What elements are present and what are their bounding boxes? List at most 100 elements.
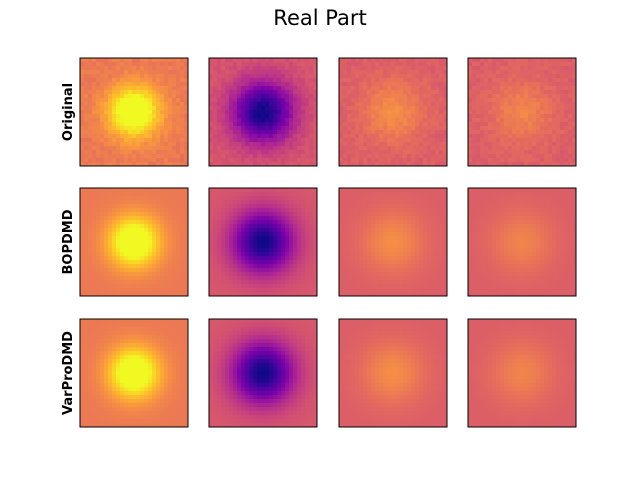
heatmap-cell (140, 224, 145, 229)
heatmap-cell (293, 188, 298, 193)
heatmap-cell (221, 126, 226, 131)
heatmap-cell (407, 248, 412, 253)
heatmap-cell (144, 110, 149, 115)
heatmap-cell (391, 142, 396, 147)
heatmap-cell (277, 188, 282, 193)
heatmap-cell (261, 204, 266, 209)
heatmap-cell (176, 162, 181, 167)
heatmap-cell (564, 66, 569, 71)
heatmap-cell (180, 98, 185, 103)
heatmap-cell (313, 264, 318, 269)
heatmap-cell (297, 260, 302, 265)
heatmap-cell (92, 224, 97, 229)
heatmap-cell (375, 228, 380, 233)
heatmap-cell (144, 244, 149, 249)
heatmap-cell (313, 204, 318, 209)
heatmap-cell (144, 264, 149, 269)
heatmap-cell (343, 146, 348, 151)
heatmap-cell (367, 228, 372, 233)
heatmap-cell (379, 220, 384, 225)
heatmap-cell (419, 62, 424, 67)
heatmap-cell (184, 276, 189, 281)
heatmap-cell (532, 114, 537, 119)
heatmap-cell (383, 212, 388, 217)
heatmap-cell (415, 110, 420, 115)
heatmap-cell (407, 134, 412, 139)
heatmap-cell (148, 204, 153, 209)
heatmap-cell (172, 146, 177, 151)
heatmap-cell (265, 228, 270, 233)
heatmap-cell (172, 150, 177, 155)
heatmap-cell (277, 74, 282, 79)
heatmap-cell (140, 62, 145, 67)
heatmap-cell (391, 94, 396, 99)
heatmap-cell (124, 90, 129, 95)
heatmap-cell (423, 280, 428, 285)
heatmap-cell (431, 102, 436, 107)
heatmap-cell (564, 62, 569, 67)
heatmap-cell (120, 200, 125, 205)
heatmap-cell (160, 220, 165, 225)
heatmap-cell (148, 134, 153, 139)
heatmap-cell (309, 134, 314, 139)
heatmap-cell (92, 208, 97, 213)
heatmap-cell (313, 154, 318, 159)
heatmap-cell (313, 146, 318, 151)
heatmap-cell (265, 162, 270, 167)
heatmap-cell (277, 66, 282, 71)
heatmap-cell (265, 114, 270, 119)
heatmap-cell (229, 188, 234, 193)
heatmap-cell (399, 130, 404, 135)
heatmap-cell (217, 74, 222, 79)
heatmap-cell (217, 292, 222, 297)
heatmap-cell (492, 94, 497, 99)
heatmap-cell (309, 240, 314, 245)
heatmap-cell (144, 126, 149, 131)
heatmap-cell (92, 58, 97, 63)
heatmap-cell (520, 114, 525, 119)
heatmap-cell (241, 212, 246, 217)
heatmap-cell (375, 192, 380, 197)
heatmap-cell (297, 272, 302, 277)
heatmap-cell (104, 260, 109, 265)
heatmap-cell (528, 74, 533, 79)
heatmap-cell (152, 66, 157, 71)
heatmap-cell (225, 90, 230, 95)
heatmap-cell (100, 288, 105, 293)
heatmap-cell (80, 122, 85, 127)
heatmap-cell (168, 236, 173, 241)
heatmap-cell (355, 66, 360, 71)
heatmap-cell (297, 126, 302, 131)
heatmap-cell (148, 192, 153, 197)
heatmap-cell (423, 154, 428, 159)
heatmap-cell (136, 70, 141, 75)
heatmap-cell (213, 292, 218, 297)
heatmap-cell (313, 122, 318, 127)
heatmap-cell (281, 114, 286, 119)
heatmap-cell (427, 204, 432, 209)
heatmap-cell (415, 244, 420, 249)
heatmap-cell (84, 280, 89, 285)
heatmap-cell (540, 70, 545, 75)
heatmap-cell (120, 196, 125, 201)
heatmap-cell (419, 196, 424, 201)
heatmap-cell (363, 150, 368, 155)
heatmap-cell (351, 192, 356, 197)
heatmap-cell (140, 252, 145, 257)
heatmap-cell (508, 162, 513, 167)
heatmap-cell (241, 98, 246, 103)
heatmap-cell (277, 114, 282, 119)
heatmap-cell (492, 86, 497, 91)
heatmap-cell (395, 248, 400, 253)
heatmap-cell (415, 192, 420, 197)
heatmap-cell (172, 216, 177, 221)
heatmap-cell (395, 236, 400, 241)
heatmap-cell (80, 66, 85, 71)
heatmap-cell (148, 248, 153, 253)
heatmap-cell (301, 260, 306, 265)
heatmap-cell (148, 188, 153, 193)
heatmap-cell (476, 158, 481, 163)
heatmap-cell (387, 200, 392, 205)
heatmap-cell (383, 154, 388, 159)
heatmap-cell (293, 288, 298, 293)
